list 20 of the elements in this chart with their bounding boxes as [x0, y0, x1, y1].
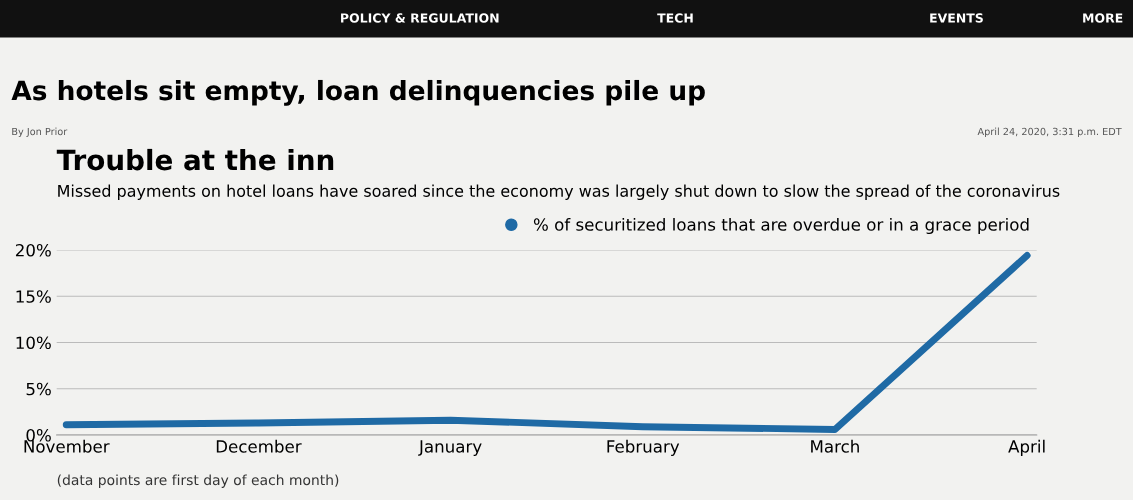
- text: EVENTS: [930, 13, 983, 23]
- y-tick-label: 10%: [16, 336, 51, 350]
- text: TECH: [657, 13, 693, 23]
- text: By Jon Prior: [12, 127, 68, 138]
- y-tick-label: 15%: [16, 290, 51, 303]
- text: POLICY & REGULATION: [341, 13, 499, 23]
- x-tick-label: April: [1008, 439, 1045, 456]
- x-tick-label: December: [216, 439, 302, 453]
- y-tick-label: 20%: [15, 243, 51, 257]
- text: As hotels sit empty, loan delinquencies pile up: [11, 79, 705, 106]
- text: MORE: [1083, 13, 1123, 23]
- chart-title: Trouble at the inn: [56, 148, 334, 171]
- legend-label: % of securitized loans that are overdue or in a grace period: [533, 217, 1029, 235]
- x-tick-label: February: [607, 439, 680, 456]
- chart-subtitle: Missed payments on hotel loans have soared since the economy was largely shut down to slow the spread of the coronavirus: [58, 184, 1060, 200]
- text: April 24, 2020, 3:31 p.m. EDT: [977, 127, 1122, 138]
- text: (data points are first day of each month): [57, 474, 339, 488]
- y-tick-label: 5%: [26, 382, 51, 396]
- x-tick-label: March: [811, 439, 859, 453]
- x-tick-label: January: [418, 440, 482, 456]
